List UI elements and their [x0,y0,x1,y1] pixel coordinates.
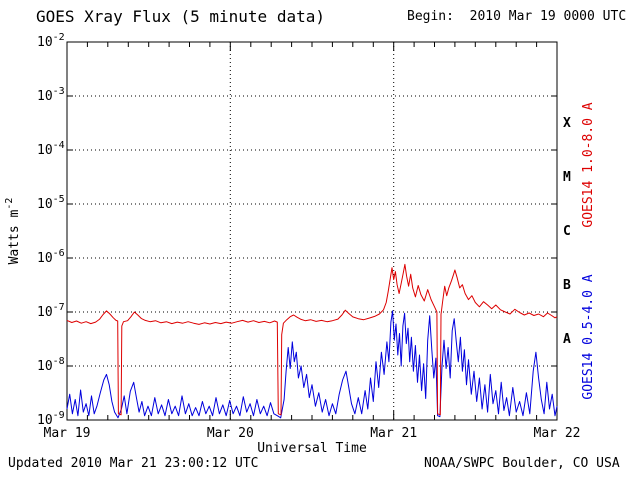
credit-label: NOAA/SWPC Boulder, CO USA [424,456,620,471]
x-tick-label: Mar 20 [207,426,254,441]
plot-layer [66,41,558,421]
tick-exponent: -4 [53,140,65,151]
tick-layer [66,41,558,421]
y-axis-title: Watts m-2 [4,198,22,265]
y-tick-label: 10-2 [37,32,65,50]
tick-base: 10 [37,413,53,428]
y-tick-label: 10-7 [37,302,65,320]
y-tick-label: 10-9 [37,410,65,428]
tick-base: 10 [37,89,53,104]
y-axis-title-exponent: -2 [4,198,15,210]
tick-exponent: -6 [53,248,65,259]
tick-base: 10 [37,35,53,50]
y-axis-title-base: Watts m [7,209,22,264]
tick-exponent: -5 [53,194,65,205]
x-tick-label: Mar 21 [370,426,417,441]
grid-layer [67,42,557,420]
y-tick-label: 10-5 [37,194,65,212]
series-path-goes14-0.5-4.0-a [66,310,558,419]
updated-timestamp: Updated 2010 Mar 21 23:00:12 UTC [8,456,258,471]
series-label-short-channel: GOES14 0.5-4.0 A [581,274,596,399]
tick-exponent: -7 [53,302,65,313]
tick-exponent: -3 [53,86,65,97]
x-tick-label: Mar 19 [44,426,91,441]
begin-timestamp: Begin: 2010 Mar 19 0000 UTC [407,9,626,24]
tick-base: 10 [37,305,53,320]
x-tick-label: Mar 22 [534,426,581,441]
tick-base: 10 [37,359,53,374]
series-path-goes14-1.0-8.0-a [66,263,558,416]
y-tick-label: 10-8 [37,356,65,374]
flare-class-b: B [563,278,571,293]
flare-class-x: X [563,116,571,131]
y-tick-label: 10-6 [37,248,65,266]
tick-base: 10 [37,143,53,158]
plot-frame [66,41,558,421]
y-tick-label: 10-3 [37,86,65,104]
tick-exponent: -9 [53,410,65,421]
chart-title: GOES Xray Flux (5 minute data) [36,7,325,26]
x-axis-title: Universal Time [257,441,367,456]
flare-class-c: C [563,224,571,239]
y-tick-label: 10-4 [37,140,65,158]
flare-class-m: M [563,170,571,185]
tick-base: 10 [37,251,53,266]
tick-exponent: -2 [53,32,65,43]
series-label-long-channel: GOES14 1.0-8.0 A [581,102,596,227]
flare-class-a: A [563,332,571,347]
tick-base: 10 [37,197,53,212]
tick-exponent: -8 [53,356,65,367]
